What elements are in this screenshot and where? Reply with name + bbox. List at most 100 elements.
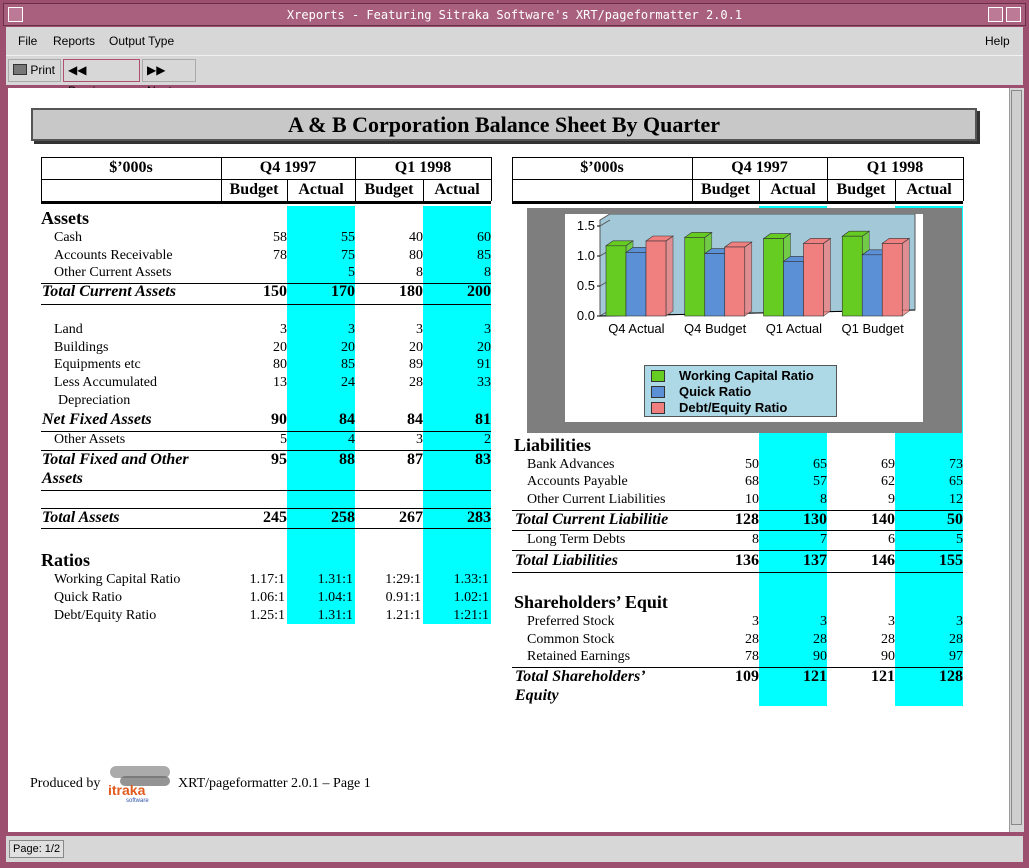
report-title: A & B Corporation Balance Sheet By Quart…: [31, 108, 977, 141]
cell-value: 78: [745, 649, 759, 664]
q1-header: Q1 1998: [394, 159, 452, 176]
cell-value: 28: [813, 632, 827, 647]
row-label-cont: Assets: [42, 470, 83, 487]
cell-value: 28: [881, 632, 895, 647]
cell-value: 1.31:1: [317, 572, 353, 587]
minimize-button[interactable]: [988, 7, 1003, 22]
table-border: [827, 157, 828, 201]
legend-swatch: [651, 402, 665, 414]
menu-file[interactable]: File: [18, 34, 38, 48]
budget-header: Budget: [229, 181, 279, 198]
cell-value: 3: [416, 432, 423, 447]
table-border: [41, 201, 491, 204]
table-border: [491, 157, 492, 201]
cell-value: 20: [273, 340, 287, 355]
legend-label: Working Capital Ratio: [679, 368, 814, 383]
row-label: Other Current Assets: [54, 265, 172, 280]
cell-value: 60: [477, 230, 491, 245]
cell-value: 5: [280, 432, 287, 447]
bar-side: [823, 237, 831, 317]
cell-value: 97: [949, 649, 963, 664]
cell-value: 12: [949, 492, 963, 507]
row-label: Total Current Assets: [42, 283, 176, 300]
cell-value: 65: [813, 457, 827, 472]
table-border: [423, 179, 424, 201]
previous-button[interactable]: ◀◀ Previous: [63, 59, 140, 98]
row-label: Net Fixed Assets: [42, 411, 152, 428]
chart-legend: Working Capital Ratio Quick Ratio Debt/Equ…: [644, 365, 837, 417]
report-viewport[interactable]: A & B Corporation Balance Sheet By Quart…: [8, 88, 1009, 832]
printer-icon: [13, 64, 27, 75]
next-button[interactable]: ▶▶ Next: [142, 59, 196, 98]
plot-background: [599, 214, 916, 317]
maximize-button[interactable]: [1006, 7, 1021, 22]
cell-value: 83: [475, 451, 491, 468]
cell-value: 121: [871, 668, 895, 685]
cell-value: 1.25:1: [249, 608, 285, 623]
table-border: [41, 179, 491, 180]
table-border: [692, 157, 693, 201]
row-label: Working Capital Ratio: [54, 572, 181, 587]
cell-value: 73: [949, 457, 963, 472]
row-label: Less Accumulated: [54, 375, 158, 390]
cell-value: 1.21:1: [385, 608, 421, 623]
cell-value: 40: [409, 230, 423, 245]
cell-value: 130: [803, 511, 827, 528]
cell-value: 150: [263, 283, 287, 300]
cell-value: 20: [477, 340, 491, 355]
liabilities-heading: Liabilities: [514, 435, 592, 455]
row-label: Total Liabilities: [515, 552, 618, 569]
table-border: [759, 179, 760, 201]
row-label-cont: Depreciation: [58, 393, 131, 408]
row-label: Bank Advances: [527, 457, 615, 472]
bar: [841, 235, 863, 317]
cell-value: 84: [339, 411, 355, 428]
ratio-bar-chart: 0.0 0.5 1.0 1.5 Q4 Actual Q4 Budget Q1 Actual Q…: [577, 214, 916, 336]
cell-value: 9: [888, 492, 895, 507]
table-border: [963, 157, 964, 201]
window-menu-button[interactable]: [8, 7, 23, 22]
cell-value: 0.91:1: [385, 590, 421, 605]
row-label: Total Current Liabilitie: [515, 511, 669, 528]
bar: [704, 253, 726, 317]
cell-value: 121: [803, 668, 827, 685]
x-tick-label: Q1 Actual: [766, 321, 822, 336]
title-bar: Xreports - Featuring Sitraka Software's …: [3, 3, 1026, 26]
units-header: $’000s: [580, 159, 624, 176]
y-tick-label: 0.0: [577, 308, 595, 323]
cell-value: 128: [735, 511, 759, 528]
table-border: [41, 157, 42, 201]
cell-value: 6: [888, 532, 895, 547]
equity-heading: Shareholders’ Equit: [514, 592, 668, 612]
q4-header: Q4 1997: [259, 159, 317, 176]
cell-value: 8: [416, 265, 423, 280]
cell-value: 1.17:1: [249, 572, 285, 587]
cell-value: 5: [956, 532, 963, 547]
units-header: $’000s: [109, 159, 153, 176]
cell-value: 62: [881, 474, 895, 489]
q1-header: Q1 1998: [866, 159, 924, 176]
bar: [605, 245, 627, 317]
menu-output-type[interactable]: Output Type: [109, 34, 175, 48]
bar-side: [744, 241, 753, 317]
print-button[interactable]: Print: [8, 59, 61, 82]
cell-value: 258: [331, 509, 355, 526]
cell-value: 91: [477, 357, 491, 372]
row-rule: [512, 572, 963, 573]
menu-reports[interactable]: Reports: [53, 34, 96, 48]
assets-heading: Assets: [41, 208, 89, 228]
cell-value: 68: [745, 474, 759, 489]
row-rule: [41, 528, 491, 529]
scrollbar-thumb[interactable]: [1011, 90, 1022, 825]
cell-value: 3: [280, 322, 287, 337]
row-label: Total Assets: [42, 509, 120, 526]
row-rule: [41, 431, 491, 432]
cell-value: 8: [820, 492, 827, 507]
row-rule: [41, 450, 491, 451]
row-label: Other Assets: [54, 432, 126, 447]
menu-help[interactable]: Help: [985, 34, 1010, 48]
cell-value: 90: [881, 649, 895, 664]
cell-value: 80: [273, 357, 287, 372]
cell-value: 109: [735, 668, 759, 685]
